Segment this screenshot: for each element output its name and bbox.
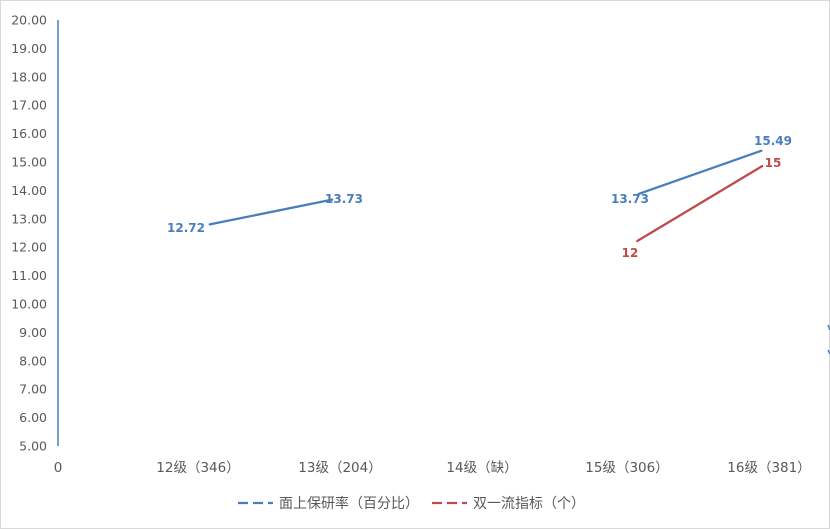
y-tick-label: 13.00 <box>11 211 47 226</box>
series-line-0 <box>208 198 334 226</box>
data-label: 12 <box>622 246 639 260</box>
data-label: 13.73 <box>611 192 649 206</box>
y-tick-label: 20.00 <box>11 13 47 28</box>
data-label: 15 <box>765 156 782 170</box>
y-tick-label: 5.00 <box>19 439 47 454</box>
x-tick-label: 12级（346） <box>156 460 239 476</box>
series-line-0 <box>637 149 763 196</box>
y-tick-label: 7.00 <box>19 382 47 397</box>
data-labels: 12.72 13.73 13.73 15.49 12 15 <box>167 134 792 260</box>
x-tick-label: 16级（381） <box>727 460 810 476</box>
y-tick-label: 12.00 <box>11 240 47 255</box>
y-tick-label: 16.00 <box>11 126 47 141</box>
y-tick-label: 18.00 <box>11 69 47 84</box>
series-line-1 <box>636 164 764 243</box>
y-tick-label: 6.00 <box>19 410 47 425</box>
x-axis: 0 12级（346） 13级（204） 14级（缺） 15级（306） 16级（381） <box>54 460 811 476</box>
x-tick-label: 0 <box>54 460 63 476</box>
y-tick-label: 19.00 <box>11 41 47 56</box>
y-tick-label: 15.00 <box>11 155 47 170</box>
legend-label: 双一流指标（个） <box>473 496 585 512</box>
y-tick-label: 14.00 <box>11 183 47 198</box>
y-tick-label: 9.00 <box>19 325 47 340</box>
x-tick-label: 15级（306） <box>585 460 668 476</box>
y-tick-label: 11.00 <box>11 268 47 283</box>
y-tick-label: 17.00 <box>11 98 47 113</box>
y-tick-label: 10.00 <box>11 297 47 312</box>
legend-label: 面上保研率（百分比） <box>279 495 419 512</box>
x-tick-label: 14级（缺） <box>446 460 517 476</box>
x-tick-label: 13级（204） <box>298 460 381 476</box>
data-label: 12.72 <box>167 221 205 235</box>
y-axis: 5.00 6.00 7.00 8.00 9.00 10.00 11.00 12.00 13.00… <box>11 13 59 454</box>
y-tick-label: 8.00 <box>19 353 47 368</box>
data-label: 13.73 <box>325 192 363 206</box>
data-label: 15.49 <box>754 134 792 148</box>
plot-series <box>208 149 764 243</box>
legend: 面上保研率（百分比） 双一流指标（个） <box>238 495 585 512</box>
